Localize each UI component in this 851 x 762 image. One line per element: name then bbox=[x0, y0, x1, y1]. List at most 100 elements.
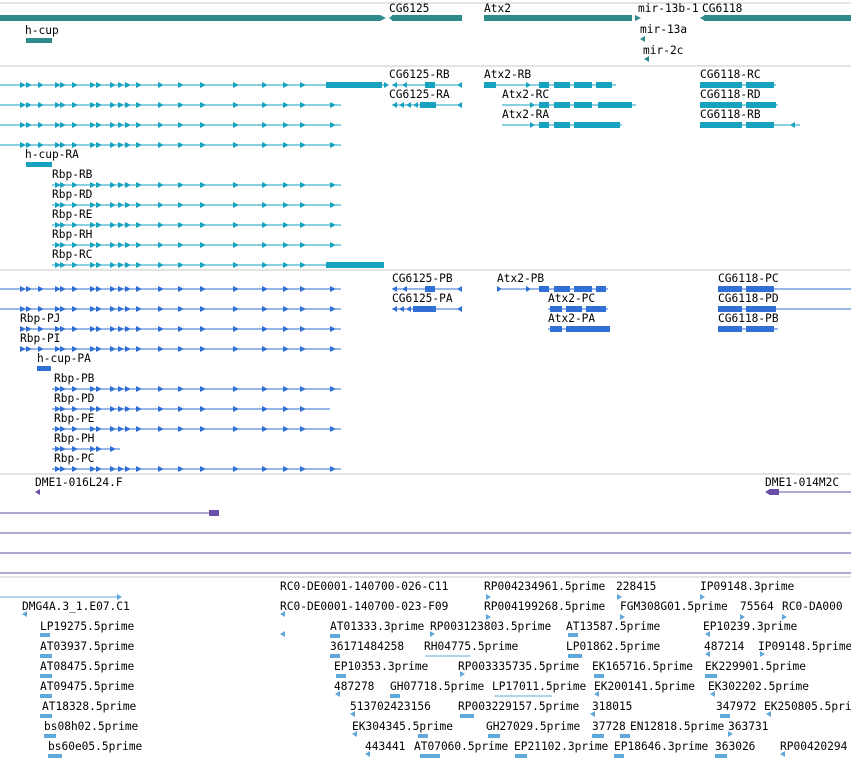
exon-arrow-mark bbox=[60, 262, 66, 268]
gene-mir13a-glyph[interactable] bbox=[640, 36, 645, 42]
protein-atx2-pc[interactable] bbox=[548, 306, 608, 312]
est-label: EN12818.5prime bbox=[630, 720, 725, 733]
exon-arrow-mark bbox=[262, 326, 268, 332]
exon-arrow-mark bbox=[158, 386, 164, 392]
exon-arrow-mark bbox=[158, 426, 164, 432]
exon-arrow-mark bbox=[262, 102, 268, 108]
transcript-atx2-ra[interactable] bbox=[502, 122, 622, 128]
clone-dme1-016l24[interactable] bbox=[0, 510, 219, 516]
exon-arrow-mark bbox=[118, 202, 124, 208]
gene-label: mir-13b-1 bbox=[638, 2, 699, 15]
exon-arrow-mark bbox=[110, 386, 116, 392]
gene-cg6118-glyph[interactable] bbox=[700, 15, 851, 21]
transcript-track-protein[interactable]: CG6125-PB Atx2-PB CG6118-PC CG6125-PA At… bbox=[0, 269, 851, 472]
exon-arrow-mark bbox=[158, 262, 164, 268]
exon-arrow-mark bbox=[96, 222, 102, 228]
exon-arrow-mark bbox=[90, 122, 96, 128]
gene-cg6125b-glyph[interactable] bbox=[389, 15, 462, 21]
gene-mir2c-glyph[interactable] bbox=[644, 56, 649, 62]
gene-cg6125-glyph[interactable] bbox=[0, 15, 386, 21]
protein-atx2-pb[interactable] bbox=[497, 286, 608, 292]
exon-arrow-mark bbox=[90, 182, 96, 188]
exon-arrow-mark bbox=[136, 466, 142, 472]
est-label: RP004234961.5prime bbox=[484, 580, 606, 593]
exon-arrow-mark bbox=[200, 306, 206, 312]
empty-track-lines bbox=[0, 532, 851, 578]
transcript-track-rna[interactable]: CG6125-RB Atx2-RB CG6118-RC CG6125-RA At… bbox=[0, 65, 851, 268]
exon-arrow-mark bbox=[55, 446, 61, 452]
protein-cg6125-pb[interactable] bbox=[392, 286, 462, 292]
exon-arrow-mark bbox=[262, 82, 268, 88]
exon-arrow-mark bbox=[72, 406, 78, 412]
exon-arrow-mark bbox=[200, 466, 206, 472]
protein-label: CG6125-PA bbox=[392, 292, 453, 305]
exon-arrow-mark bbox=[158, 182, 164, 188]
exon-arrow-mark bbox=[55, 426, 61, 432]
est-label: EK229901.5prime bbox=[705, 660, 806, 673]
protein-cg6118-pb[interactable] bbox=[718, 326, 778, 332]
exon-arrow-mark bbox=[110, 222, 116, 228]
exon-arrow-mark bbox=[90, 466, 96, 472]
transcript-cg6118-rc[interactable] bbox=[700, 82, 776, 88]
transcript-atx2-rb[interactable] bbox=[484, 82, 616, 88]
gene-hcup-glyph[interactable] bbox=[26, 38, 52, 43]
protein-label: Rbp-PE bbox=[54, 412, 95, 425]
exon-arrow-mark bbox=[300, 466, 306, 472]
exon-arrow-mark bbox=[158, 82, 164, 88]
exon-arrow-mark bbox=[110, 182, 116, 188]
protein-atx2-pa[interactable] bbox=[548, 326, 610, 332]
protein-cg6118-pd[interactable] bbox=[718, 306, 851, 312]
clone-track[interactable]: DME1-016L24.F DME1-014M2C bbox=[0, 473, 851, 516]
exon-arrow-mark bbox=[118, 262, 124, 268]
protein-cg6125-pa[interactable] bbox=[392, 306, 462, 312]
est-label: EK302202.5prime bbox=[708, 680, 809, 693]
protein-label: Rbp-PJ bbox=[20, 312, 60, 325]
protein-cg6118-pc[interactable] bbox=[718, 286, 851, 292]
transcript-cg6125-rb[interactable] bbox=[392, 82, 462, 88]
exon-arrow-mark bbox=[96, 122, 102, 128]
exon-arrow-mark bbox=[26, 102, 32, 108]
transcript-label: Rbp-RB bbox=[52, 168, 93, 181]
transcript-cg6118-rb[interactable] bbox=[700, 122, 800, 128]
gene-atx2-glyph[interactable] bbox=[484, 15, 632, 21]
exon-arrow-mark bbox=[158, 406, 164, 412]
clone-dme1-014m2c[interactable] bbox=[765, 489, 851, 495]
clone-end-marker[interactable] bbox=[35, 489, 40, 495]
protein-label: CG6125-PB bbox=[392, 272, 453, 285]
exon-arrow-mark bbox=[38, 306, 44, 312]
est-track[interactable]: RC0-DE0001-140700-026-C11 RP004234961.5p… bbox=[0, 580, 851, 758]
transcript-hcup-ra[interactable] bbox=[26, 162, 52, 167]
exon-arrow-mark bbox=[330, 242, 336, 248]
exon-arrow-mark bbox=[178, 102, 184, 108]
transcript-rbp-rc[interactable] bbox=[52, 262, 384, 268]
exon-arrow-mark bbox=[136, 142, 142, 148]
exon-arrow-mark bbox=[300, 142, 306, 148]
transcript-cg6118-rd[interactable] bbox=[700, 102, 778, 108]
est-label: 37728 bbox=[592, 720, 626, 733]
exon-arrow-mark bbox=[72, 82, 78, 88]
exon-arrow-mark bbox=[110, 346, 116, 352]
gene-mir13b1-glyph[interactable] bbox=[635, 15, 641, 21]
exon-arrow-mark bbox=[90, 262, 96, 268]
exon-arrow-mark bbox=[125, 82, 131, 88]
exon-arrow-mark bbox=[38, 346, 44, 352]
exon-arrow-mark bbox=[55, 122, 61, 128]
exon-arrow-mark bbox=[20, 82, 26, 88]
transcript-atx2-rc[interactable] bbox=[502, 102, 636, 108]
exon-arrow-mark bbox=[136, 122, 142, 128]
gene-track[interactable]: CG6125 Atx2 mir-13b-1 CG6118 h-cup mir-1… bbox=[0, 2, 851, 62]
exon-arrow-mark bbox=[72, 306, 78, 312]
exon-arrow-mark bbox=[125, 286, 131, 292]
exon-arrow-mark bbox=[110, 122, 116, 128]
exon-arrow-mark bbox=[72, 286, 78, 292]
est-label: 487214 bbox=[704, 640, 745, 653]
protein-hcup-pa[interactable] bbox=[37, 366, 51, 371]
transcript-cg6125-ra[interactable] bbox=[392, 102, 462, 108]
exon-arrow-mark bbox=[26, 142, 32, 148]
exon-arrow-mark bbox=[110, 262, 116, 268]
exon-arrow-mark bbox=[72, 426, 78, 432]
est-label: EP10353.3prime bbox=[334, 660, 429, 673]
exon-arrow-mark bbox=[110, 426, 116, 432]
exon-arrow-mark bbox=[110, 286, 116, 292]
exon-arrow-mark bbox=[330, 326, 336, 332]
